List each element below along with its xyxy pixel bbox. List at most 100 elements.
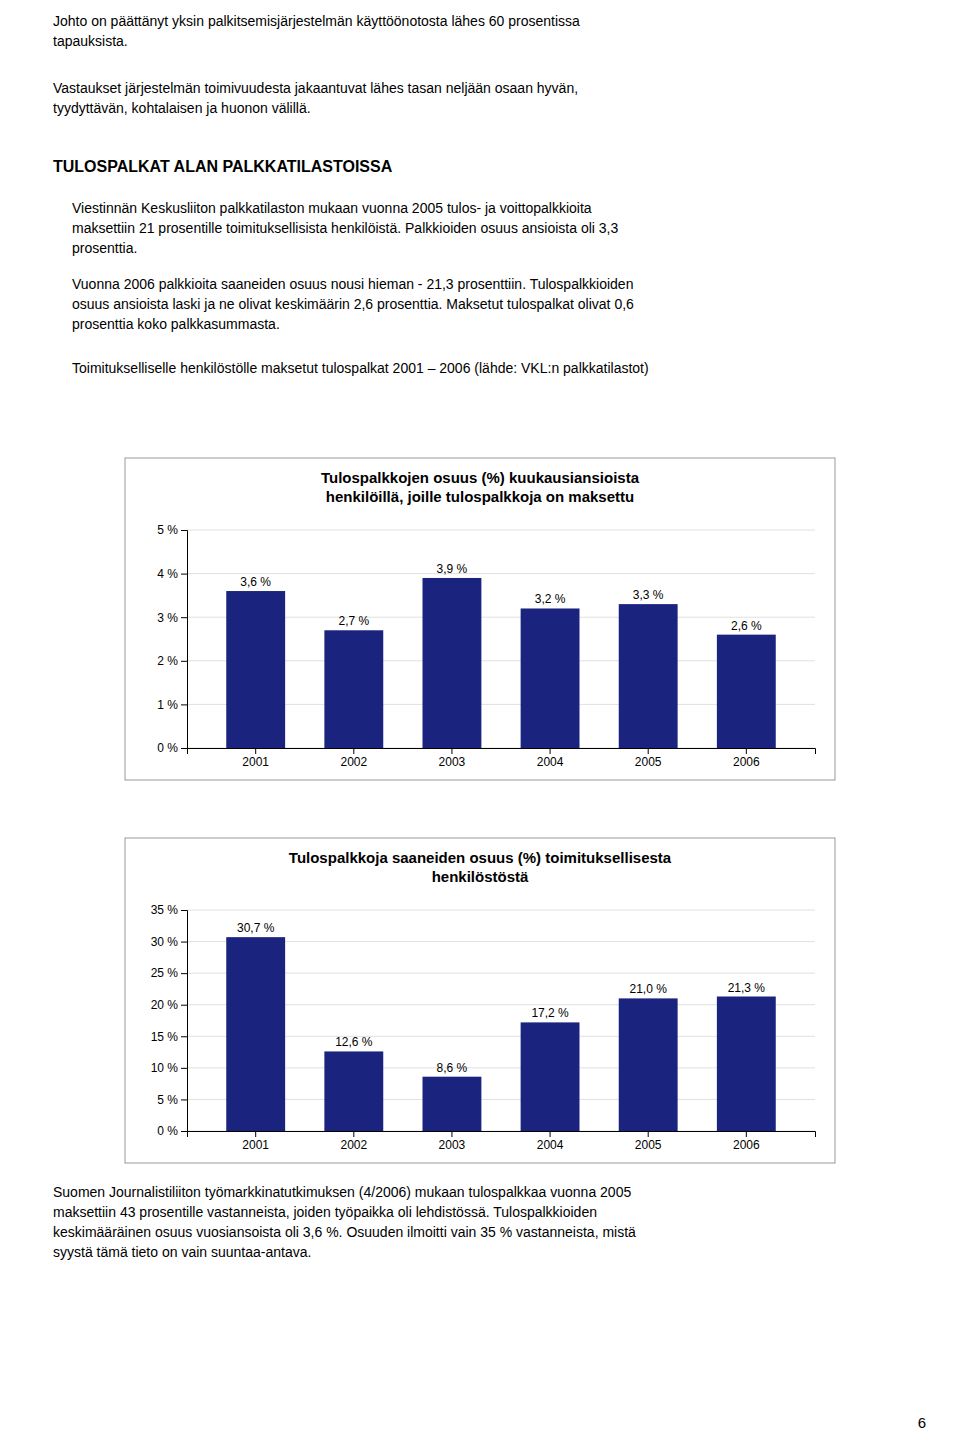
- tick: 2001: [242, 748, 269, 769]
- bar: [619, 604, 678, 748]
- tick-label: 20 %: [151, 998, 179, 1012]
- tick-mark: [181, 910, 187, 911]
- tick: 2002: [340, 748, 367, 769]
- data-label: 8,6 %: [437, 1061, 468, 1075]
- tick-mark: [181, 1068, 187, 1069]
- tick-label: 3 %: [157, 611, 178, 625]
- text-line: henkilöstöstä: [432, 868, 529, 885]
- tick-label: 2006: [733, 1138, 760, 1152]
- data-label: 3,6 %: [240, 575, 271, 589]
- tick-mark: [550, 1131, 551, 1137]
- tick: 4 %: [157, 567, 187, 581]
- tick: 3 %: [157, 611, 187, 625]
- bar: [619, 998, 678, 1131]
- text-line: prosenttia.: [72, 240, 137, 256]
- text-line: maksettiin 21 prosentille toimituksellis…: [72, 220, 618, 236]
- text-line: tyydyttävän, kohtalaisen ja huonon välil…: [53, 100, 311, 116]
- tick: 5 %: [157, 523, 187, 537]
- tick-mark: [746, 1131, 747, 1137]
- tick: 2005: [635, 1131, 662, 1152]
- tick-mark: [353, 748, 354, 754]
- grid: [187, 910, 815, 1131]
- data-labels: 3,6 %2,7 %3,9 %3,2 %3,3 %2,6 %: [240, 562, 762, 633]
- data-label: 21,0 %: [630, 982, 668, 996]
- tick-mark: [255, 748, 256, 754]
- bar: [423, 1077, 482, 1131]
- axis-line: [188, 1132, 816, 1138]
- chart-title: Tulospalkkoja saaneiden osuus (%) toimit…: [289, 849, 672, 885]
- tick-label: 35 %: [151, 903, 179, 917]
- tick-label: 10 %: [151, 1061, 179, 1075]
- tick-label: 2003: [439, 1138, 466, 1152]
- tick: 0 %: [157, 741, 187, 755]
- text-line: Vastaukset järjestelmän toimivuudesta ja…: [53, 80, 578, 96]
- tick-label: 4 %: [157, 567, 178, 581]
- text-line: henkilöillä, joille tulospalkkoja on mak…: [326, 488, 634, 505]
- bar: [717, 635, 776, 748]
- tick-label: 2 %: [157, 654, 178, 668]
- page-svg: Johto on päättänyt yksin palkitsemisjärj…: [0, 0, 960, 1455]
- text-line: prosenttia koko palkkasummasta.: [72, 316, 280, 332]
- tick-mark: [181, 1099, 187, 1100]
- data-label: 3,9 %: [437, 562, 468, 576]
- tick-mark: [181, 574, 187, 575]
- text-line: Toimitukselliselle henkilöstölle maksetu…: [72, 360, 649, 376]
- data-label: 30,7 %: [237, 921, 275, 935]
- text-line: Johto on päättänyt yksin palkitsemisjärj…: [53, 13, 580, 29]
- axis-line: [181, 911, 188, 1132]
- tick-label: 2002: [340, 755, 367, 769]
- bar: [717, 997, 776, 1131]
- tick-mark: [181, 617, 187, 618]
- tick-label: 2002: [340, 1138, 367, 1152]
- data-label: 21,3 %: [728, 981, 766, 995]
- tick: 15 %: [151, 1030, 187, 1044]
- text-line: tapauksista.: [53, 33, 128, 49]
- tick: 2 %: [157, 654, 187, 668]
- tick: 25 %: [151, 966, 187, 980]
- page: Johto on päättänyt yksin palkitsemisjärj…: [0, 0, 960, 1455]
- tick-label: 1 %: [157, 698, 178, 712]
- tick-label: 2006: [733, 755, 760, 769]
- data-label: 3,3 %: [633, 588, 664, 602]
- tick: 2003: [439, 1131, 466, 1152]
- bar: [521, 1022, 580, 1131]
- data-label: 2,7 %: [338, 614, 369, 628]
- tick: 2003: [439, 748, 466, 769]
- tick-mark: [181, 1005, 187, 1006]
- text-line: syystä tämä tieto on vain suuntaa-antava…: [53, 1244, 311, 1260]
- intro-text: Vastaukset järjestelmän toimivuudesta ja…: [53, 80, 578, 116]
- tick-label: 2004: [537, 755, 564, 769]
- bars: [226, 937, 776, 1131]
- text-line: Suomen Journalistiliiton työmarkkinatutk…: [53, 1184, 631, 1200]
- chart-frame: [125, 458, 835, 780]
- tick-mark: [181, 530, 187, 531]
- bar: [521, 608, 580, 748]
- bar: [226, 937, 285, 1131]
- tick: 10 %: [151, 1061, 187, 1075]
- tick-label: 0 %: [157, 741, 178, 755]
- paragraph: Viestinnän Keskusliiton palkkatilaston m…: [72, 200, 618, 256]
- tick-mark: [181, 973, 187, 974]
- section-title: TULOSPALKAT ALAN PALKKATILASTOISSA: [53, 158, 393, 175]
- grid-line: [187, 530, 815, 531]
- grid: [187, 530, 815, 748]
- chart: Tulospalkkoja saaneiden osuus (%) toimit…: [125, 838, 835, 1163]
- tick-mark: [181, 704, 187, 705]
- text-line: Viestinnän Keskusliiton palkkatilaston m…: [72, 200, 592, 216]
- text-line: TULOSPALKAT ALAN PALKKATILASTOISSA: [53, 158, 393, 175]
- page-number: 6: [918, 1414, 926, 1431]
- tick-label: 2005: [635, 1138, 662, 1152]
- tick: 2004: [537, 1131, 564, 1152]
- tick-mark: [451, 1131, 452, 1137]
- data-label: 3,2 %: [535, 592, 566, 606]
- axis-line: [188, 749, 816, 755]
- tick-label: 5 %: [157, 523, 178, 537]
- page-texts: Johto on päättänyt yksin palkitsemisjärj…: [53, 13, 926, 1431]
- bar: [226, 591, 285, 748]
- tick-mark: [181, 1131, 187, 1132]
- chart: Tulospalkkojen osuus (%) kuukausiansiois…: [125, 458, 835, 780]
- tick-mark: [181, 748, 187, 749]
- data-labels: 30,7 %12,6 %8,6 %17,2 %21,0 %21,3 %: [237, 921, 765, 1075]
- tick: 20 %: [151, 998, 187, 1012]
- data-label: 17,2 %: [531, 1006, 569, 1020]
